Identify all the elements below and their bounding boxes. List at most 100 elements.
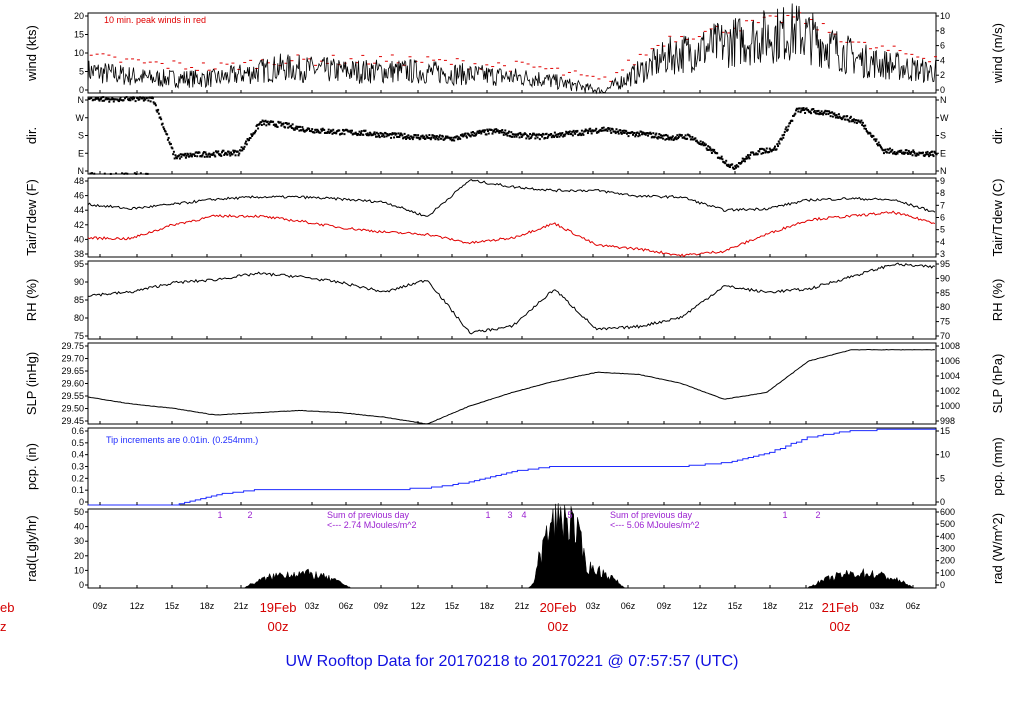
x-tick-label: 21z [799,601,814,611]
radiation-peak-mark: 1 [782,510,787,520]
tick-r-wind: 0 [940,85,945,95]
tick-r-radiation: 500 [940,519,955,529]
tick-r-temperature: 6 [940,213,945,223]
tick-l-precip: 0 [79,497,84,507]
tick-l-precip: 0.4 [71,450,84,460]
tick-l-precip: 0.5 [71,438,84,448]
tick-r-temperature: 4 [940,237,945,247]
x-tick-label: 21z [515,601,530,611]
panel-frame-direction [87,96,937,175]
tick-l-temperature: 42 [74,220,84,230]
panel-frame-slp [87,342,937,425]
tick-l-radiation: 10 [74,565,84,575]
radiation-annotation: <--- 5.06 MJoules/m^2 [610,520,700,530]
tick-r-precip: 5 [940,473,945,483]
chart-title: UW Rooftop Data for 20170218 to 20170221… [286,653,739,670]
ylabel-left-radiation: rad(Lgly/hr) [24,515,39,581]
x-tick-label: 03z [305,601,320,611]
tick-r-precip: 0 [940,497,945,507]
tick-r-radiation: 300 [940,544,955,554]
ylabel-right-rh: RH (%) [990,279,1005,322]
tick-l-wind: 15 [74,30,84,40]
tick-l-direction: E [78,148,84,158]
tick-l-radiation: 20 [74,551,84,561]
day-label-cut: eb [0,600,14,615]
tick-r-radiation: 100 [940,568,955,578]
day-label: 20Feb [540,600,577,615]
tick-r-slp: 1004 [940,371,960,381]
x-tick-label: 06z [621,601,636,611]
x-tick-label: 12z [130,601,145,611]
precip-line [88,428,936,506]
x-tick-label: 06z [339,601,354,611]
tick-r-direction: S [940,131,946,141]
ylabel-left-slp: SLP (inHg) [24,352,39,415]
tick-r-temperature: 7 [940,200,945,210]
tick-l-rh: 80 [74,313,84,323]
wind-annotation: 10 min. peak winds in red [104,15,206,25]
x-tick-label: 03z [586,601,601,611]
x-tick-label: 18z [200,601,215,611]
tick-r-direction: E [940,148,946,158]
rh-line [87,262,936,335]
x-tick-label: 15z [728,601,743,611]
tick-r-radiation: 600 [940,507,955,517]
tick-r-direction: N [940,166,947,176]
tick-l-direction: S [78,131,84,141]
tick-l-precip: 0.2 [71,473,84,483]
x-tick-label: 03z [870,601,885,611]
tick-l-radiation: 40 [74,522,84,532]
tick-l-slp: 29.65 [61,366,84,376]
ylabel-left-wind: wind (kts) [24,25,39,82]
x-tick-label: 09z [374,601,389,611]
tick-r-direction: W [940,113,949,123]
x-tick-label: 12z [411,601,426,611]
radiation-peak-mark: 1 [217,510,222,520]
tick-l-temperature: 40 [74,234,84,244]
x-tick-label: 15z [165,601,180,611]
tick-r-slp: 1002 [940,386,960,396]
slp-line [87,348,935,425]
day-label: 19Feb [260,600,297,615]
tick-l-wind: 5 [79,67,84,77]
tick-r-slp: 998 [940,416,955,426]
ylabel-left-precip: pcp. (in) [24,443,39,490]
radiation-peak-mark: 2 [815,510,820,520]
tick-r-temperature: 8 [940,188,945,198]
wind-line [87,3,936,95]
tick-r-slp: 1008 [940,341,960,351]
dewpoint-line [87,210,936,258]
radiation-annotation: Sum of previous day [327,510,410,520]
panel-frame-radiation [87,508,937,589]
tick-r-temperature: 5 [940,225,945,235]
panel-frame-rh [87,260,937,340]
tick-r-radiation: 200 [940,556,955,566]
tick-l-wind: 0 [79,85,84,95]
radiation-peak-mark: 1 [485,510,490,520]
tick-l-radiation: 0 [79,580,84,590]
tick-r-direction: N [940,95,947,105]
tick-r-temperature: 3 [940,249,945,259]
tick-l-direction: W [76,113,85,123]
tick-l-slp: 29.60 [61,379,84,389]
tick-l-slp: 29.70 [61,354,84,364]
tick-l-temperature: 44 [74,205,84,215]
tick-l-temperature: 46 [74,191,84,201]
radiation-peak-mark: 2 [247,510,252,520]
radiation-peak-mark: 5 [567,510,572,520]
tick-l-rh: 95 [74,259,84,269]
radiation-peak-mark: 3 [507,510,512,520]
tick-r-wind: 10 [940,11,950,21]
day-hour-label: 00z [548,619,569,634]
precip-annotation: Tip increments are 0.01in. (0.254mm.) [106,435,258,445]
x-tick-label: 09z [93,601,108,611]
tick-r-rh: 80 [940,302,950,312]
x-tick-label: 18z [763,601,778,611]
tick-r-wind: 2 [940,70,945,80]
tick-l-rh: 85 [74,295,84,305]
ylabel-right-precip: pcp. (mm) [990,437,1005,496]
ylabel-left-rh: RH (%) [24,279,39,322]
x-tick-label: 06z [906,601,921,611]
tick-l-wind: 10 [74,48,84,58]
direction-points [88,96,938,175]
